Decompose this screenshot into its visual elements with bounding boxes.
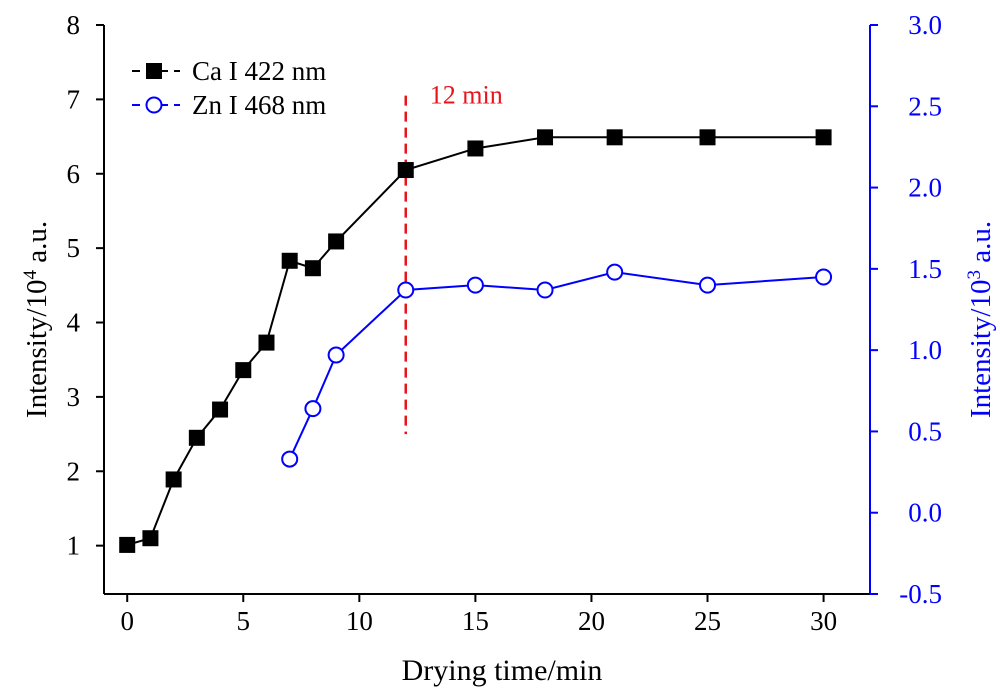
- data-point-1: [537, 129, 554, 146]
- y-right-tick-label: -0.5: [899, 579, 942, 609]
- y-left-tick-label: 1: [67, 531, 81, 561]
- data-point-2: [397, 281, 415, 299]
- y-right-label-superscript: 3: [964, 270, 985, 280]
- data-point-1: [235, 362, 252, 379]
- x-tick-label: 5: [237, 606, 251, 636]
- y-left-tick-label: 6: [67, 159, 81, 189]
- x-tick-label: 10: [346, 606, 373, 636]
- data-point-2: [304, 400, 322, 418]
- data-point-2: [327, 346, 345, 364]
- data-point-1: [328, 233, 345, 250]
- data-point-1: [699, 129, 716, 146]
- data-point-1: [467, 140, 484, 157]
- x-tick-label: 30: [810, 606, 837, 636]
- y-right-tick-label: 0.0: [908, 498, 942, 528]
- data-point-2: [281, 450, 299, 468]
- data-point-1: [119, 536, 136, 553]
- data-point-1: [281, 252, 298, 269]
- data-point-2: [536, 281, 554, 299]
- y-left-tick-label: 7: [67, 84, 81, 114]
- y-right-tick-label: 1.0: [908, 335, 942, 365]
- y-left-tick-label: 4: [67, 308, 81, 338]
- x-tick-label: 25: [694, 606, 721, 636]
- data-point-2: [815, 268, 833, 286]
- x-tick-label: 15: [462, 606, 489, 636]
- x-tick-label: 0: [120, 606, 134, 636]
- legend-label-1: Ca I 422 nm: [192, 56, 326, 86]
- y-left-label-superscript: 4: [20, 270, 41, 280]
- legend-marker-1: [146, 63, 162, 79]
- y-right-tick-label: 2.0: [908, 173, 942, 203]
- x-tick-label: 20: [578, 606, 605, 636]
- series-line-1: [126, 136, 824, 546]
- y-left-tick-label: 8: [67, 10, 81, 40]
- data-point-2: [606, 263, 624, 281]
- legend-marker-2: [145, 96, 163, 114]
- y-left-tick-label: 3: [67, 382, 81, 412]
- data-point-1: [304, 260, 321, 277]
- data-point-2: [466, 276, 484, 294]
- data-point-1: [212, 401, 229, 418]
- series-line-2: [288, 271, 824, 460]
- y-left-axis-label: Intensity/104 a.u.: [20, 221, 54, 418]
- y-right-axis-label: Intensity/103 a.u.: [964, 221, 998, 418]
- y-right-tick-label: 1.5: [908, 254, 942, 284]
- data-point-1: [397, 162, 414, 179]
- data-point-1: [165, 471, 182, 488]
- y-left-tick-label: 2: [67, 456, 81, 486]
- y-right-tick-label: 0.5: [908, 416, 942, 446]
- legend-label-2: Zn I 468 nm: [192, 90, 326, 120]
- data-point-1: [258, 334, 275, 351]
- data-point-2: [699, 276, 717, 294]
- data-point-1: [142, 530, 159, 547]
- data-point-1: [606, 129, 623, 146]
- data-point-1: [188, 429, 205, 446]
- data-point-1: [815, 129, 832, 146]
- y-right-tick-label: 3.0: [908, 10, 942, 40]
- y-left-tick-label: 5: [67, 233, 81, 263]
- y-right-tick-label: 2.5: [908, 91, 942, 121]
- annotation-label: 12 min: [430, 81, 503, 110]
- x-axis-label: Drying time/min: [402, 654, 603, 687]
